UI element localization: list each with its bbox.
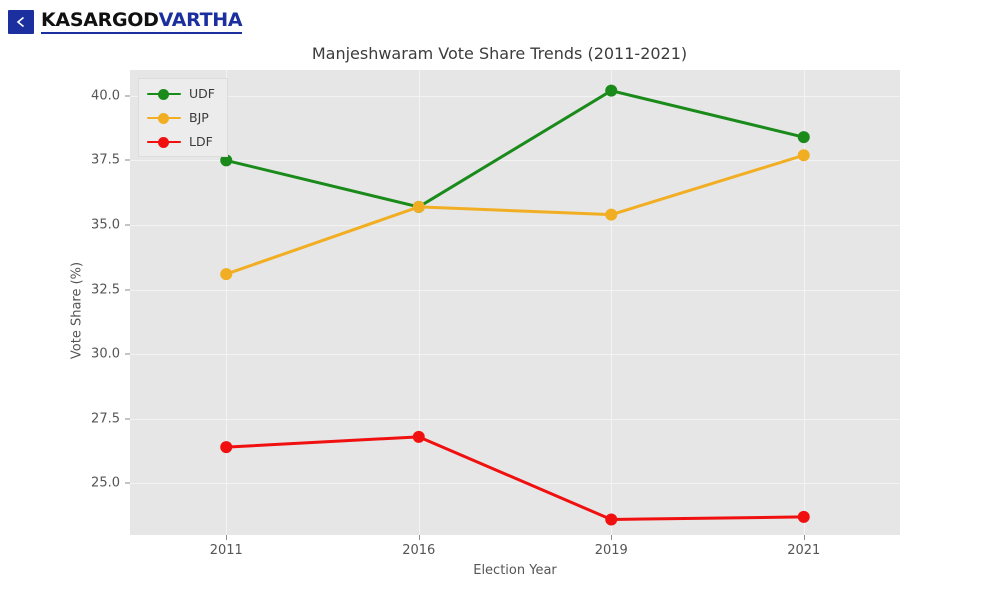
gridline-horizontal: [130, 418, 900, 420]
y-axis-tick-label: 37.5: [91, 152, 120, 168]
legend-marker: [158, 136, 169, 148]
line-chart-figure: Manjeshwaram Vote Share Trends (2011-202…: [0, 36, 999, 599]
data-point-bjp[interactable]: [797, 149, 810, 162]
gridline-vertical: [803, 70, 805, 535]
legend-swatch: [147, 136, 181, 148]
series-line-ldf: [224, 435, 806, 521]
series-plot: [220, 84, 810, 526]
data-point-ldf[interactable]: [605, 513, 618, 526]
y-axis-tick-label: 40.0: [91, 88, 120, 104]
legend-item-ldf[interactable]: LDF: [147, 134, 215, 149]
data-point-udf[interactable]: [797, 131, 810, 144]
y-axis-tick-mark: [125, 353, 130, 355]
legend-label: UDF: [189, 86, 215, 101]
plot-area: UDF BJP LDF: [130, 70, 900, 535]
legend-item-bjp[interactable]: BJP: [147, 110, 215, 125]
legend-swatch: [147, 112, 181, 124]
gridline-vertical: [418, 70, 420, 535]
gridline-horizontal: [130, 354, 900, 356]
y-axis-tick-label: 30.0: [91, 346, 120, 362]
data-point-bjp[interactable]: [412, 200, 425, 213]
x-axis-ticks: 2011 2016 2019 2021: [130, 535, 900, 565]
legend-swatch: [147, 88, 181, 100]
y-axis-tick-mark: [125, 159, 130, 161]
x-axis-tick-mark: [611, 535, 613, 540]
y-axis-tick-label: 32.5: [91, 282, 120, 298]
gridline-horizontal: [130, 289, 900, 291]
x-axis-tick-label: 2019: [594, 543, 628, 558]
gridline-vertical: [611, 70, 613, 535]
gridline-horizontal: [130, 95, 900, 97]
data-point-ldf[interactable]: [412, 430, 425, 443]
x-axis-tick-mark: [418, 535, 420, 540]
gridline-horizontal: [130, 225, 900, 226]
gridline-horizontal: [130, 483, 900, 485]
y-axis-tick-mark: [125, 418, 130, 420]
y-axis-tick-label: 27.5: [91, 411, 120, 427]
y-axis-tick-mark: [125, 289, 130, 291]
y-axis-tick-mark: [125, 224, 130, 226]
data-point-ldf[interactable]: [220, 441, 233, 454]
legend-label: BJP: [189, 110, 209, 125]
legend-marker: [158, 88, 169, 100]
legend-label: LDF: [189, 134, 213, 149]
y-axis-ticks: 25.0 27.5 30.0 32.5 35.0 37.5 40.0: [72, 70, 130, 535]
x-axis-tick-label: 2011: [209, 543, 243, 558]
data-point-udf[interactable]: [220, 154, 233, 167]
x-axis-tick-label: 2021: [787, 543, 821, 558]
brand-name-secondary: VARTHA: [158, 8, 243, 31]
x-axis-tick-mark: [226, 535, 228, 540]
x-axis-tick-label: 2016: [402, 543, 436, 558]
gridline-horizontal: [130, 160, 900, 162]
chart-legend[interactable]: UDF BJP LDF: [138, 78, 228, 157]
chart-title: Manjeshwaram Vote Share Trends (2011-202…: [311, 44, 688, 63]
x-axis-tick-mark: [803, 535, 805, 540]
series-line-udf: [224, 89, 806, 209]
site-logo[interactable]: KASARGOD VARTHA: [8, 8, 243, 36]
brand-wordmark: KASARGOD VARTHA: [41, 8, 243, 34]
y-axis-tick-label: 35.0: [91, 217, 120, 233]
data-point-udf[interactable]: [605, 84, 618, 97]
legend-item-udf[interactable]: UDF: [147, 86, 215, 101]
brand-name-primary: KASARGOD: [41, 8, 159, 31]
legend-marker: [158, 112, 169, 124]
x-axis-label: Election Year: [473, 563, 557, 578]
gridline-vertical: [226, 70, 228, 535]
y-axis-tick-label: 25.0: [91, 475, 120, 491]
y-axis-tick-mark: [125, 482, 130, 484]
brand-underline: [41, 31, 243, 34]
y-axis-tick-mark: [125, 95, 130, 97]
data-point-bjp[interactable]: [605, 208, 618, 221]
data-point-bjp[interactable]: [220, 268, 233, 281]
series-line-bjp: [224, 153, 806, 276]
data-point-ldf[interactable]: [797, 510, 810, 523]
chevron-left-icon: [8, 10, 34, 34]
